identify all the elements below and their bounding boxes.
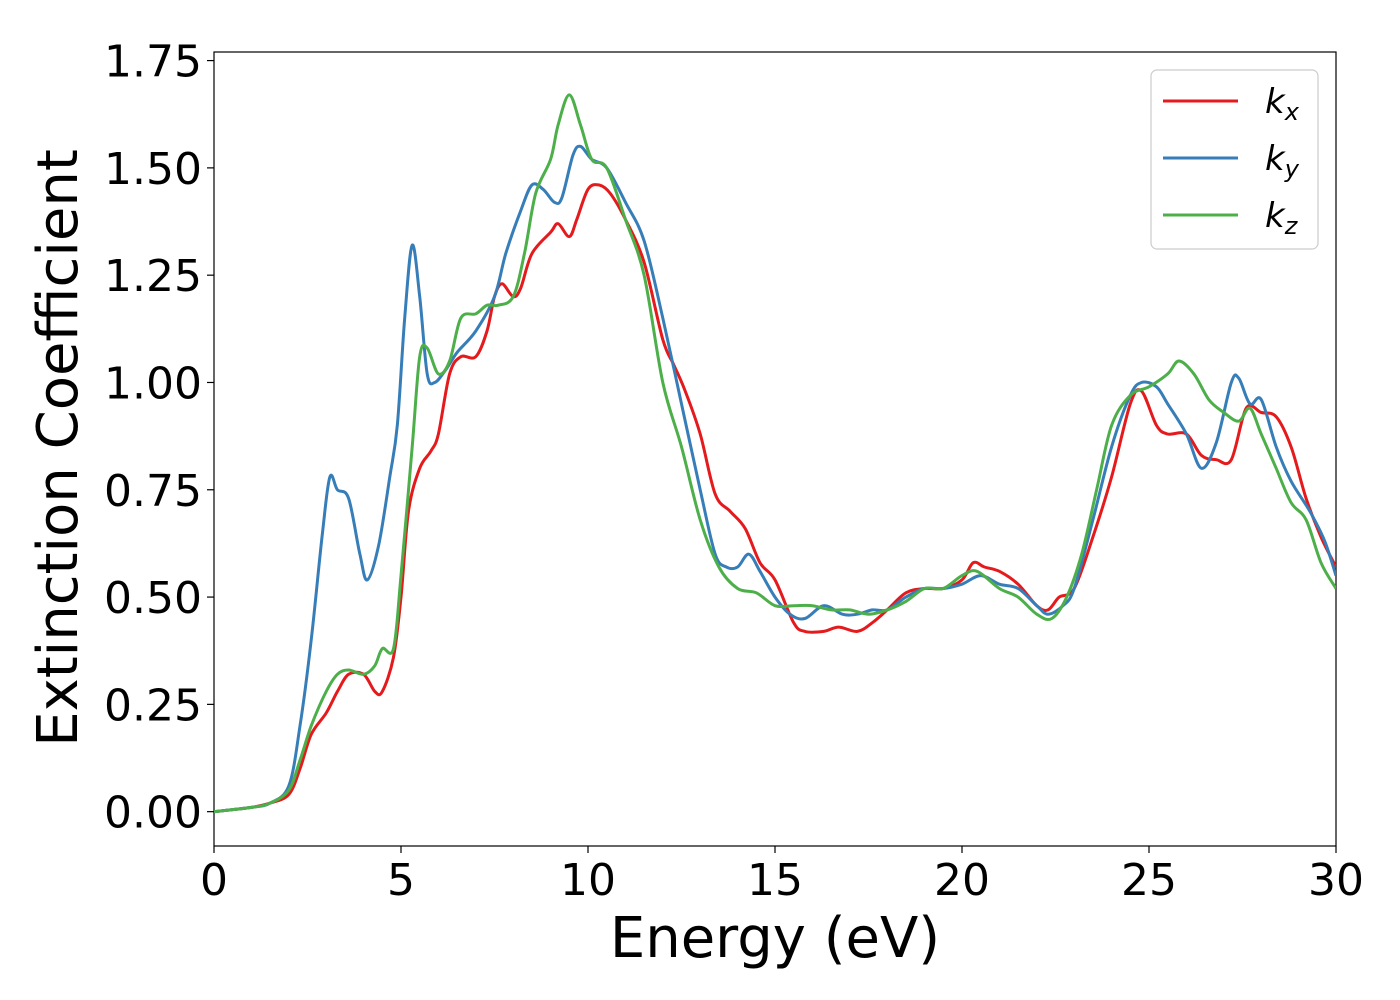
- y-tick-label: 1.25: [104, 251, 202, 302]
- y-tick-label: 0.50: [104, 573, 202, 624]
- legend: kx ky kz: [1150, 69, 1319, 250]
- series-layer: [214, 93, 1336, 814]
- legend-label-y: ky: [1265, 139, 1300, 183]
- y-tick-label: 0.00: [104, 788, 202, 839]
- legend-label-x: kx: [1265, 82, 1300, 126]
- x-tick-label: 5: [387, 855, 415, 906]
- x-tick-label: 20: [934, 855, 990, 906]
- y-tick-label: 1.00: [104, 358, 202, 409]
- x-axis-label: Energy (eV): [610, 906, 940, 971]
- y-axis-label: Extinction Coefficient: [26, 149, 91, 747]
- axes-layer: 0 5 10 15 20 25 30 0.00 0.25 0.50 0.75 1.00 1.25 1.50…: [104, 37, 1364, 906]
- x-tick-label: 25: [1121, 855, 1177, 906]
- x-tick-label: 15: [747, 855, 803, 906]
- y-tick-label: 0.25: [104, 680, 202, 731]
- legend-label-z: kz: [1265, 196, 1299, 240]
- series-line-z: [214, 93, 1336, 814]
- series-line-y: [214, 144, 1336, 814]
- y-tick-label: 1.50: [104, 144, 202, 195]
- y-tick-label: 1.75: [104, 37, 202, 88]
- x-tick-label: 30: [1308, 855, 1364, 906]
- series-line-x: [214, 183, 1336, 814]
- x-tick-label: 0: [200, 855, 228, 906]
- y-tick-label: 0.75: [104, 466, 202, 517]
- x-tick-label: 10: [560, 855, 616, 906]
